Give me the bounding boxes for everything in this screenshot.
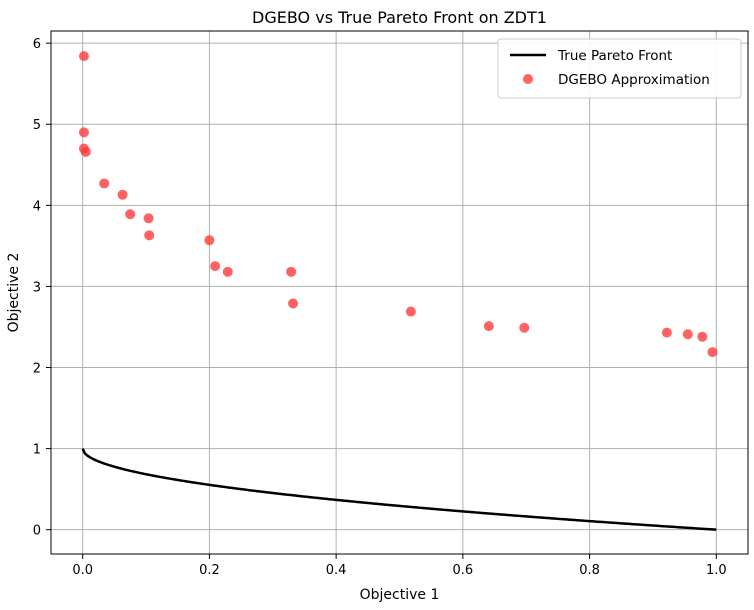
y-tick-label: 2 — [33, 362, 41, 377]
y-tick-label: 0 — [33, 524, 41, 539]
dgebo-point — [210, 261, 221, 272]
x-tick-label: 0.4 — [326, 563, 347, 578]
dgebo-point — [125, 209, 136, 220]
x-tick-label: 0.0 — [72, 563, 93, 578]
dgebo-point — [78, 127, 89, 138]
dgebo-point — [519, 322, 530, 333]
x-tick-label: 0.8 — [579, 563, 600, 578]
dgebo-point — [144, 230, 155, 241]
legend-label-dgebo-approximation: DGEBO Approximation — [558, 72, 710, 88]
dgebo-point — [80, 146, 91, 157]
dgebo-point — [697, 331, 708, 342]
y-axis-title: Objective 2 — [6, 253, 22, 333]
dgebo-point — [78, 51, 89, 62]
chart-title: DGEBO vs True Pareto Front on ZDT1 — [252, 8, 547, 27]
plot-frame — [50, 30, 749, 555]
x-tick-label: 1.0 — [706, 563, 727, 578]
dgebo-point — [682, 329, 693, 340]
dgebo-point — [99, 178, 110, 189]
legend-label-true-pareto-front: True Pareto Front — [557, 48, 672, 64]
y-tick-label: 6 — [33, 37, 41, 52]
plot-series — [78, 51, 718, 531]
dgebo-point — [483, 321, 494, 332]
dgebo-point — [707, 347, 718, 358]
x-axis-title: Objective 1 — [360, 587, 440, 603]
dgebo-point — [204, 235, 215, 246]
x-tick-label: 0.6 — [453, 563, 474, 578]
legend-marker-swatch — [523, 74, 533, 84]
y-tick-label: 4 — [33, 199, 41, 214]
true-pareto-front-line — [81, 448, 717, 531]
x-tick-label: 0.2 — [199, 563, 220, 578]
dgebo-point — [143, 213, 154, 224]
axis-ticks: 0.0 0.2 0.4 0.6 0.8 1.0 0 1 2 3 4 5 6 — [33, 37, 727, 578]
dgebo-point — [288, 298, 299, 309]
dgebo-point — [661, 327, 672, 338]
dgebo-point — [222, 266, 233, 277]
legend: True Pareto Front DGEBO Approximation — [497, 38, 742, 99]
dgebo-point — [405, 306, 416, 317]
grid — [51, 31, 748, 554]
dgebo-point — [117, 189, 128, 200]
dgebo-point — [286, 266, 297, 277]
y-tick-label: 3 — [33, 280, 41, 295]
y-tick-label: 5 — [33, 118, 41, 133]
y-tick-label: 1 — [33, 443, 41, 458]
legend-box — [497, 38, 742, 99]
